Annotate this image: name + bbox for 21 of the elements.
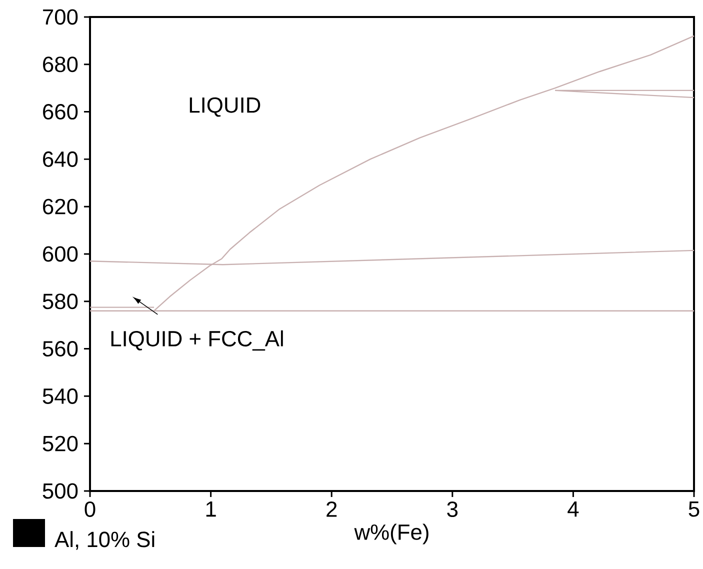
y-tick-label: 500 — [42, 483, 78, 499]
x-tick-label: 2 — [326, 501, 337, 517]
text: Al, 10% Si — [54, 531, 154, 550]
y-tick-label: 600 — [43, 246, 78, 262]
x-tick-label: 0 — [84, 501, 96, 518]
annotation: LIQUID + FCC_Al — [111, 330, 283, 351]
y-tick-label: 520 — [42, 436, 78, 452]
x-tick-label: 3 — [447, 501, 458, 518]
x-tick-label: 4 — [568, 501, 579, 517]
y-tick-label: 560 — [42, 341, 78, 357]
y-tick-label: 700 — [43, 9, 78, 25]
x-tick-label: 1 — [206, 501, 216, 517]
y-tick-label: 680 — [43, 56, 78, 72]
x-tick-label: 5 — [688, 501, 700, 517]
y-tick-label: 580 — [42, 294, 78, 310]
y-tick-label: 660 — [43, 104, 78, 120]
annotation: LIQUID — [190, 97, 260, 117]
y-tick-label: 640 — [43, 151, 78, 167]
y-tick-label: 620 — [43, 198, 78, 214]
y-tick-label: 540 — [42, 388, 78, 404]
x-axis-title: w%(Fe) — [354, 524, 428, 544]
